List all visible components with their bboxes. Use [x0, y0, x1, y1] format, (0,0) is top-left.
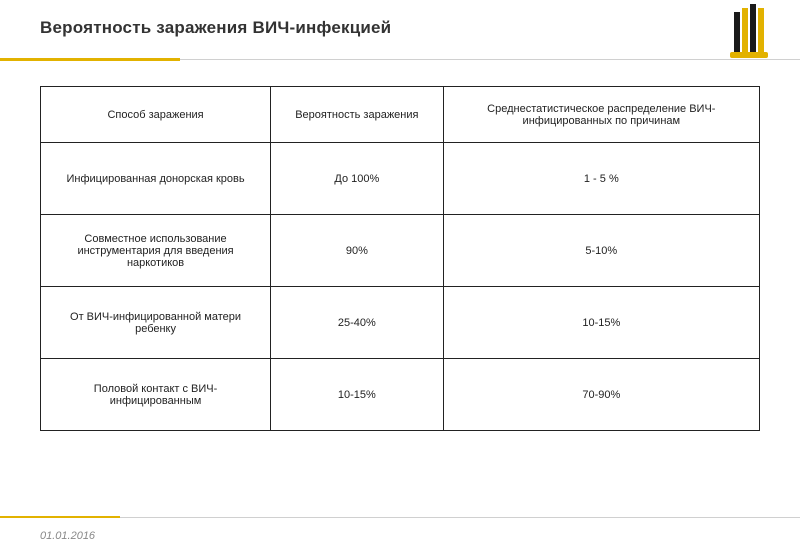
col-header-probability: Вероятность заражения — [271, 87, 444, 143]
col-header-method: Способ заражения — [41, 87, 271, 143]
table-row: Совместное использование инструментария … — [41, 215, 760, 287]
col-header-distribution: Среднестатистическое распределение ВИЧ-и… — [443, 87, 759, 143]
divider-accent — [0, 516, 120, 518]
footer-divider — [0, 515, 800, 518]
divider-accent — [0, 58, 180, 61]
table-row: От ВИЧ-инфицированной матери ребенку 25-… — [41, 287, 760, 359]
slide-page: Вероятность заражения ВИЧ-инфекцией — [0, 0, 800, 554]
cell-distribution: 70-90% — [443, 359, 759, 431]
cell-distribution: 10-15% — [443, 287, 759, 359]
cell-probability: 90% — [271, 215, 444, 287]
divider-line — [180, 59, 800, 60]
cell-method: Совместное использование инструментария … — [41, 215, 271, 287]
divider-line — [120, 517, 800, 518]
cell-distribution: 5-10% — [443, 215, 759, 287]
header-divider — [0, 58, 800, 62]
cell-method: Половой контакт с ВИЧ-инфицированным — [41, 359, 271, 431]
table-row: Инфицированная донорская кровь До 100% 1… — [41, 143, 760, 215]
cell-probability: До 100% — [271, 143, 444, 215]
infection-probability-table: Способ заражения Вероятность заражения С… — [40, 86, 760, 431]
cell-probability: 25-40% — [271, 287, 444, 359]
cell-method: Инфицированная донорская кровь — [41, 143, 271, 215]
cell-method: От ВИЧ-инфицированной матери ребенку — [41, 287, 271, 359]
table-row: Половой контакт с ВИЧ-инфицированным 10-… — [41, 359, 760, 431]
rosneft-logo-icon — [726, 4, 772, 60]
table-container: Способ заражения Вероятность заражения С… — [40, 86, 760, 431]
slide-date: 01.01.2016 — [40, 530, 95, 542]
header: Вероятность заражения ВИЧ-инфекцией — [0, 0, 800, 68]
cell-distribution: 1 - 5 % — [443, 143, 759, 215]
cell-probability: 10-15% — [271, 359, 444, 431]
page-title: Вероятность заражения ВИЧ-инфекцией — [40, 18, 800, 38]
table-header-row: Способ заражения Вероятность заражения С… — [41, 87, 760, 143]
